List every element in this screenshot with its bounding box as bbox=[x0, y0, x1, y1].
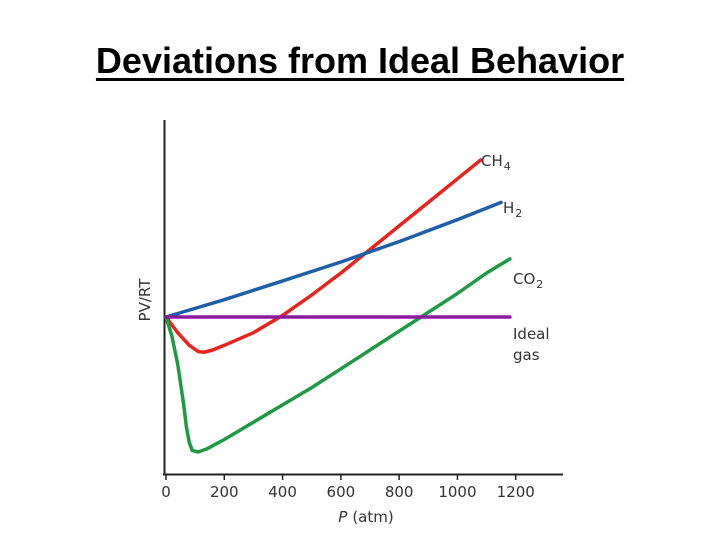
x-axis-title: P (atm) bbox=[338, 508, 393, 526]
x-tick-label: 0 bbox=[161, 483, 171, 501]
x-tick-label: 800 bbox=[385, 483, 414, 501]
x-tick-label: 400 bbox=[268, 483, 297, 501]
series-line-ch4 bbox=[164, 158, 483, 355]
x-tick-label: 1000 bbox=[438, 483, 476, 501]
series-label-ch4: CH4 bbox=[481, 152, 511, 173]
y-axis-title: PV/RT bbox=[136, 278, 154, 322]
series-label-ideal-gas: Ideal bbox=[513, 325, 550, 343]
series-label-h2: H2 bbox=[503, 199, 522, 220]
x-tick-label: 600 bbox=[327, 483, 356, 501]
series-line-h2 bbox=[164, 200, 503, 319]
chart-tick-labels: 0 200 400 600 800 1000 1200 bbox=[161, 483, 535, 501]
series-label-ideal-gas: gas bbox=[513, 346, 540, 364]
chart-series-labels: CH4 H2 CO2 Ideal gas bbox=[481, 152, 550, 364]
x-tick-label: 1200 bbox=[497, 483, 535, 501]
x-axis-title-unit: (atm) bbox=[352, 508, 393, 526]
x-tick-label: 200 bbox=[210, 483, 239, 501]
series-label-co2: CO2 bbox=[513, 270, 543, 291]
slide-title-text: Deviations from Ideal Behavior bbox=[95, 40, 625, 81]
chart-series-lines bbox=[164, 158, 512, 454]
x-axis-title-var: P bbox=[338, 508, 348, 526]
series-line-co2 bbox=[164, 257, 512, 454]
slide-title: Deviations from Ideal Behavior bbox=[0, 40, 720, 82]
chart-axes bbox=[163, 120, 563, 480]
